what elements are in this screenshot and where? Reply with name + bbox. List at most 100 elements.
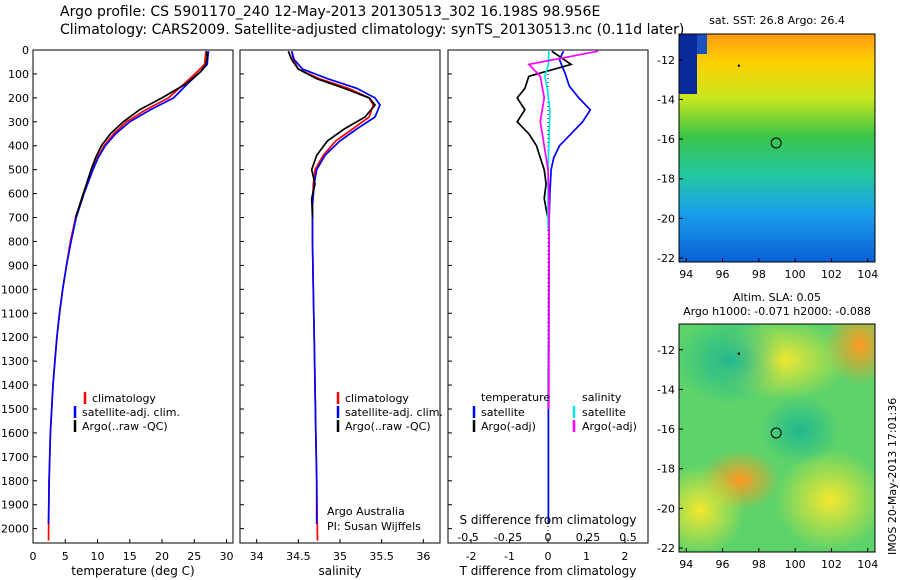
sst-map-ytick-label: -20 xyxy=(657,212,675,225)
sla-map-xtick-label: 98 xyxy=(752,558,766,571)
depth-tick-label: 1700 xyxy=(1,451,29,464)
sst-map-ytick-label: -18 xyxy=(657,173,675,186)
sla-map-ytick-label: -12 xyxy=(657,344,675,357)
difference-legend: temperature satellite Argo(-adj) salinit… xyxy=(472,391,637,433)
difference-series-temperature-argo-adj- xyxy=(516,50,574,218)
sst-map-xtick-label: 104 xyxy=(857,268,878,281)
imos-timestamp-label: IMOS 20-May-2013 17:01:36 xyxy=(886,398,899,555)
sla-map-subtitle: Argo h1000: -0.071 h2000: -0.088 xyxy=(683,305,871,318)
depth-tick-label: 300 xyxy=(8,116,29,129)
temperature-xtick-label: 30 xyxy=(220,550,234,563)
depth-tick-label: 600 xyxy=(8,188,29,201)
sla-map-image xyxy=(679,324,875,552)
difference-xtick-label: -1 xyxy=(504,550,515,563)
sla-map-title: Altim. SLA: 0.05 xyxy=(733,291,821,304)
depth-tick-label: 1800 xyxy=(1,475,29,488)
sla-map-ytick-label: -14 xyxy=(657,383,675,396)
depth-tick-label: 100 xyxy=(8,68,29,81)
depth-tick-label: 1300 xyxy=(1,355,29,368)
temperature-xtick-label: 25 xyxy=(187,550,201,563)
sst-map-ytick-label: -14 xyxy=(657,93,675,106)
sst-map-ytick-label: -16 xyxy=(657,133,675,146)
depth-tick-label: 200 xyxy=(8,92,29,105)
depth-tick-label: 900 xyxy=(8,259,29,272)
depth-tick-label: 1100 xyxy=(1,307,29,320)
salinity-xtick-label: 34.5 xyxy=(286,550,311,563)
depth-tick-label: 500 xyxy=(8,164,29,177)
sla-map-ytick-label: -16 xyxy=(657,423,675,436)
depth-tick-label: 1000 xyxy=(1,283,29,296)
sst-map-xtick-label: 96 xyxy=(716,268,730,281)
depth-tick-label: 700 xyxy=(8,212,29,225)
temperature-xtick-label: 10 xyxy=(91,550,105,563)
figure-title-line-1: Argo profile: CS 5901170_240 12-May-2013… xyxy=(60,4,601,20)
sst-map-xtick-label: 100 xyxy=(785,268,806,281)
salinity-annotation-2: PI: Susan Wijffels xyxy=(327,520,421,533)
sst-map-track-point xyxy=(737,64,741,67)
s-difference-tick-label: -0.25 xyxy=(494,531,522,544)
difference-xtick-label: 1 xyxy=(583,550,590,563)
difference-xtick-label: 0 xyxy=(545,550,552,563)
diff-legend-temp-sat-label: satellite xyxy=(481,406,525,419)
sla-map-profile-marker xyxy=(770,427,782,439)
salinity-annotation-1: Argo Australia xyxy=(327,505,405,518)
sla-map-xtick-label: 102 xyxy=(821,558,842,571)
sla-map-track-point xyxy=(737,352,741,355)
legend-satellite-label: satellite-adj. clim. xyxy=(82,406,180,419)
sst-map-frame xyxy=(678,33,876,263)
sla-map-frame xyxy=(678,323,876,553)
sla-map-ytick-label: -20 xyxy=(657,502,675,515)
difference-series-salinity-argo-adj- xyxy=(527,50,599,410)
temperature-series-argo-raw-qc- xyxy=(74,51,209,218)
depth-tick-label: 800 xyxy=(8,235,29,248)
s-difference-tick-label: 0.25 xyxy=(576,531,601,544)
temperature-series-satellite-adj-clim- xyxy=(47,51,210,524)
sla-map-xtick-label: 96 xyxy=(716,558,730,571)
diff-legend-temp-argo-label: Argo(-adj) xyxy=(481,420,536,433)
temperature-axis-label: temperature (deg C) xyxy=(71,564,194,578)
depth-tick-label: 1500 xyxy=(1,403,29,416)
sst-map-xtick-label: 94 xyxy=(679,268,693,281)
temperature-xtick-label: 20 xyxy=(155,550,169,563)
diff-legend-sal-title: salinity xyxy=(582,391,622,404)
figure-title-line-2: Climatology: CARS2009. Satellite-adjuste… xyxy=(60,22,685,38)
s-difference-tick-label: 0 xyxy=(545,531,552,544)
temperature-panel-frame xyxy=(32,49,234,544)
sst-map-xtick-label: 98 xyxy=(752,268,766,281)
sla-map-xtick-label: 94 xyxy=(679,558,693,571)
salinity-xtick-label: 34 xyxy=(250,550,264,563)
temperature-xtick-label: 5 xyxy=(62,550,69,563)
legend-climatology-label: climatology xyxy=(92,392,156,405)
s-difference-tick-label: 0.5 xyxy=(619,531,637,544)
temperature-legend: climatology satellite-adj. clim. Argo(..… xyxy=(73,392,180,433)
sst-map-ytick-label: -22 xyxy=(657,252,675,265)
salinity-panel-frame xyxy=(239,49,441,544)
depth-tick-label: 2000 xyxy=(1,523,29,536)
depth-tick-label: 1900 xyxy=(1,499,29,512)
diff-legend-sal-argo-label: Argo(-adj) xyxy=(582,420,637,433)
difference-xtick-label: -2 xyxy=(466,550,477,563)
depth-tick-label: 400 xyxy=(8,140,29,153)
sst-map-ytick-label: -12 xyxy=(657,54,675,67)
sst-map-coast-patch xyxy=(679,34,707,94)
sal-legend-argo-label: Argo(..raw -QC) xyxy=(345,420,431,433)
sla-map-ytick-label: -22 xyxy=(657,542,675,555)
salinity-series-climatology xyxy=(290,51,375,541)
salinity-series-argo-raw-qc- xyxy=(287,50,377,218)
sla-map-xtick-label: 100 xyxy=(785,558,806,571)
difference-series-temperature-satellite xyxy=(547,50,592,524)
difference-xtick-label: 2 xyxy=(621,550,628,563)
salinity-series-satellite-adj-clim- xyxy=(290,50,381,524)
temperature-xtick-label: 0 xyxy=(30,550,37,563)
s-difference-tick-label: -0.5 xyxy=(457,531,478,544)
salinity-xtick-label: 36 xyxy=(416,550,430,563)
sla-map-xtick-label: 104 xyxy=(857,558,878,571)
s-difference-axis-label: S difference from climatology xyxy=(460,513,637,527)
depth-tick-label: 1600 xyxy=(1,427,29,440)
salinity-xtick-label: 35.5 xyxy=(369,550,394,563)
salinity-xtick-label: 35 xyxy=(333,550,347,563)
depth-tick-label: 1400 xyxy=(1,379,29,392)
t-difference-axis-label: T difference from climatology xyxy=(459,564,637,578)
temperature-xtick-label: 15 xyxy=(123,550,137,563)
